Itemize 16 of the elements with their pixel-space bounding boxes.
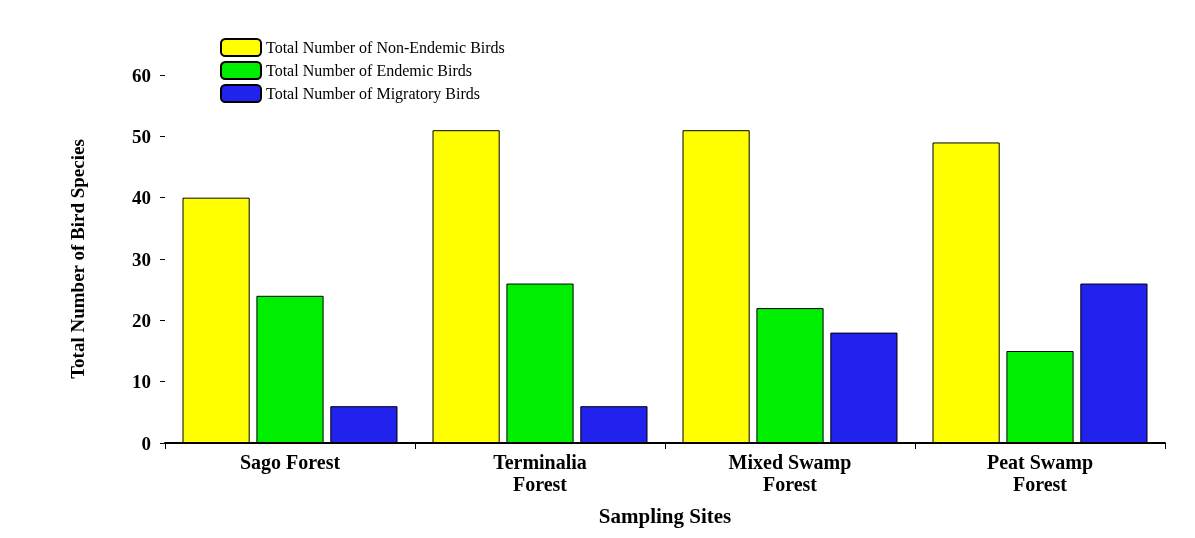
x-axis-title: Sampling Sites: [598, 503, 732, 528]
x-tick-label: Terminalia Forest: [493, 451, 587, 495]
y-axis-title: Total Number of Bird Species: [67, 139, 88, 379]
y-tick-label: 10: [132, 371, 151, 393]
x-tick-label: Sago Forest: [239, 451, 341, 474]
y-tick-label: 0: [141, 432, 151, 454]
y-tick-label: 60: [132, 64, 151, 86]
legend-label: Total Number of Endemic Birds: [266, 62, 472, 79]
y-tick-label: 30: [132, 248, 151, 270]
x-tick-label: Mixed Swamp Forest: [728, 451, 852, 495]
y-tick-label: 50: [132, 125, 151, 147]
legend-label: Total Number of Migratory Birds: [266, 85, 480, 103]
y-tick-label: 20: [132, 309, 151, 331]
legend-label: Total Number of Non-Endemic Birds: [266, 39, 505, 56]
x-tick-label: Peat Swamp Forest: [986, 451, 1094, 495]
y-tick-label: 40: [132, 187, 151, 209]
